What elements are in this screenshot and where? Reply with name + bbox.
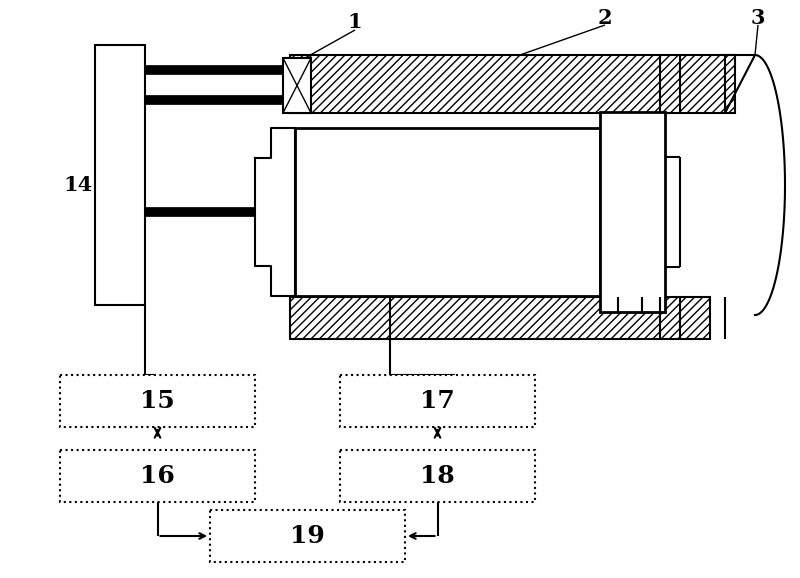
Text: 15: 15	[140, 389, 175, 413]
Bar	[210, 510, 405, 562]
Bar	[600, 112, 665, 312]
Bar	[295, 128, 600, 296]
Bar	[290, 55, 735, 113]
Bar	[290, 297, 710, 339]
Bar	[283, 58, 311, 113]
Bar	[60, 375, 255, 427]
Text: 1: 1	[348, 12, 362, 32]
Text: 18: 18	[420, 464, 455, 488]
Bar	[60, 450, 255, 502]
Bar	[95, 45, 145, 305]
Text: 2: 2	[598, 8, 612, 28]
Bar	[340, 450, 535, 502]
Text: 17: 17	[420, 389, 455, 413]
Text: 3: 3	[750, 8, 766, 28]
Text: 14: 14	[63, 175, 93, 195]
Bar	[340, 375, 535, 427]
Text: 16: 16	[140, 464, 175, 488]
Text: 19: 19	[290, 524, 325, 548]
